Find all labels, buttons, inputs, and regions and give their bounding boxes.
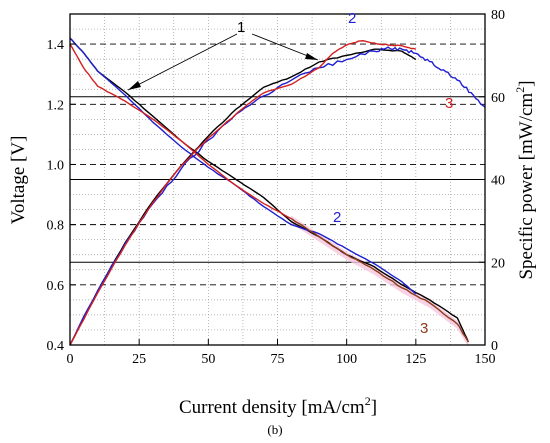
grid-lines <box>70 14 485 345</box>
x-axis-title: Current density [mA/cm2] <box>179 394 377 418</box>
y-right-tick-label: 20 <box>491 256 505 271</box>
series-3-band-shape <box>291 215 469 347</box>
series-lines <box>69 37 486 346</box>
series-3-voltage-line <box>69 43 292 220</box>
series-3-power-line <box>69 40 417 346</box>
label-1: 1 <box>237 19 245 36</box>
x-tick-label: 0 <box>67 352 74 367</box>
y-left-tick-label: 0.4 <box>47 339 65 354</box>
arrowhead-1a <box>128 81 141 90</box>
label-3-voltage: 3 <box>420 320 428 337</box>
y-right-tick-label: 80 <box>491 8 505 23</box>
y-left-tick-label: 0.8 <box>47 219 65 234</box>
y-axis-left-title: Voltage [V] <box>8 136 29 225</box>
x-tick-label: 50 <box>201 352 215 367</box>
arrowhead-1b <box>305 53 318 60</box>
y-right-tick-label: 60 <box>491 91 505 106</box>
series-3-voltage-band <box>291 215 469 347</box>
caption: (b) <box>267 422 282 437</box>
series-2-power-line <box>69 46 486 346</box>
y-axis-right-title: Specific power [mW/cm2] <box>513 80 537 279</box>
y-left-tick-label: 1.4 <box>47 38 65 53</box>
y-right-tick-label: 0 <box>491 339 498 354</box>
y-left-tick-label: 1.0 <box>47 158 65 173</box>
y-left-tick-label: 1.2 <box>47 98 65 113</box>
x-tick-label: 75 <box>271 352 285 367</box>
label-2-power: 2 <box>348 10 356 27</box>
y-right-tick-label: 40 <box>491 174 505 189</box>
axis-ticks <box>69 13 486 346</box>
tick-labels: 0 25 50 75 100 125 150 0.4 0.6 0.8 1.0 1.2 1.4 0 20 40 6… <box>47 8 506 367</box>
x-tick-label: 125 <box>405 352 426 367</box>
y-left-tick-label: 0.6 <box>47 279 65 294</box>
series-3-voltage-tail-line <box>290 218 470 343</box>
label-3-power: 3 <box>445 95 453 112</box>
label-2-voltage: 2 <box>333 209 341 226</box>
x-tick-label: 25 <box>132 352 146 367</box>
x-tick-label: 150 <box>475 352 496 367</box>
x-tick-label: 100 <box>336 352 357 367</box>
